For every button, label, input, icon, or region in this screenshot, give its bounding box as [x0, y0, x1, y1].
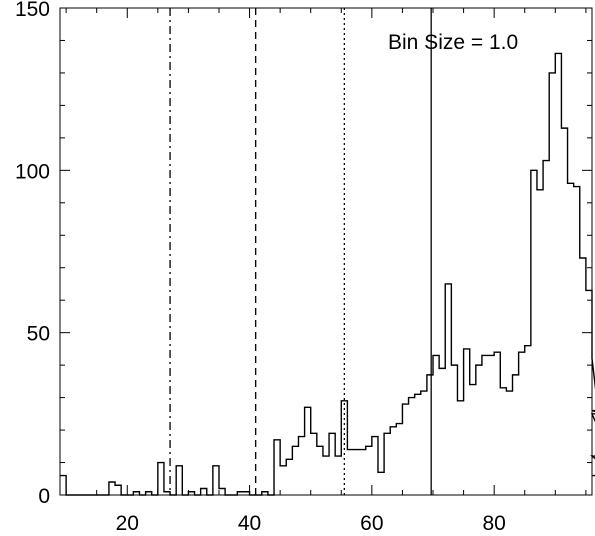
- axis-ticks: [60, 7, 592, 496]
- x-tick-label: 40: [238, 512, 261, 535]
- bin-size-annotation: Bin Size = 1.0: [388, 31, 518, 54]
- plot-frame: [59, 7, 593, 496]
- y-tick-label: 150: [15, 0, 50, 21]
- x-tick-label: 20: [116, 512, 139, 535]
- reference-lines: [169, 8, 432, 495]
- histogram-step-line: [60, 52, 595, 496]
- axis-tick-labels: 20 40 60 80 0 50 100 150: [15, 0, 506, 535]
- x-tick-label: 80: [482, 512, 505, 535]
- y-tick-label: 50: [27, 323, 50, 346]
- y-tick-label: 0: [38, 485, 50, 508]
- x-tick-label: 60: [360, 512, 383, 535]
- y-tick-label: 100: [15, 160, 50, 183]
